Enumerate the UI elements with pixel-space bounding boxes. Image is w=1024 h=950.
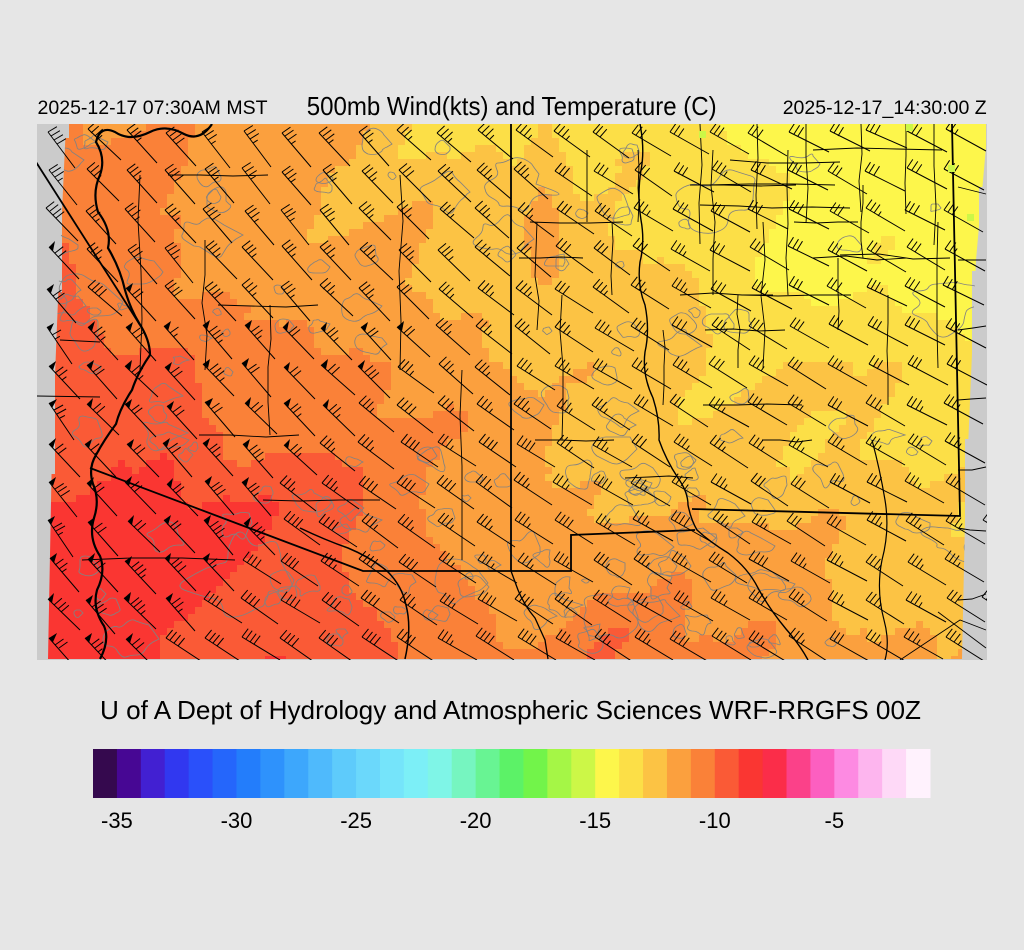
svg-text:-15: -15 bbox=[579, 808, 611, 833]
svg-text:-30: -30 bbox=[221, 808, 253, 833]
svg-text:-20: -20 bbox=[460, 808, 492, 833]
svg-text:2025-12-17 07:30AM MST: 2025-12-17 07:30AM MST bbox=[38, 97, 268, 119]
svg-text:-35: -35 bbox=[101, 808, 133, 833]
svg-text:2025-12-17_14:30:00 Z: 2025-12-17_14:30:00 Z bbox=[783, 97, 987, 119]
svg-text:U of A Dept of Hydrology and A: U of A Dept of Hydrology and Atmospheric… bbox=[100, 695, 921, 725]
svg-text:-10: -10 bbox=[699, 808, 731, 833]
svg-text:500mb Wind(kts) and Temperatur: 500mb Wind(kts) and Temperature (C) bbox=[307, 91, 717, 121]
svg-text:-25: -25 bbox=[340, 808, 372, 833]
svg-text:-5: -5 bbox=[825, 808, 845, 833]
